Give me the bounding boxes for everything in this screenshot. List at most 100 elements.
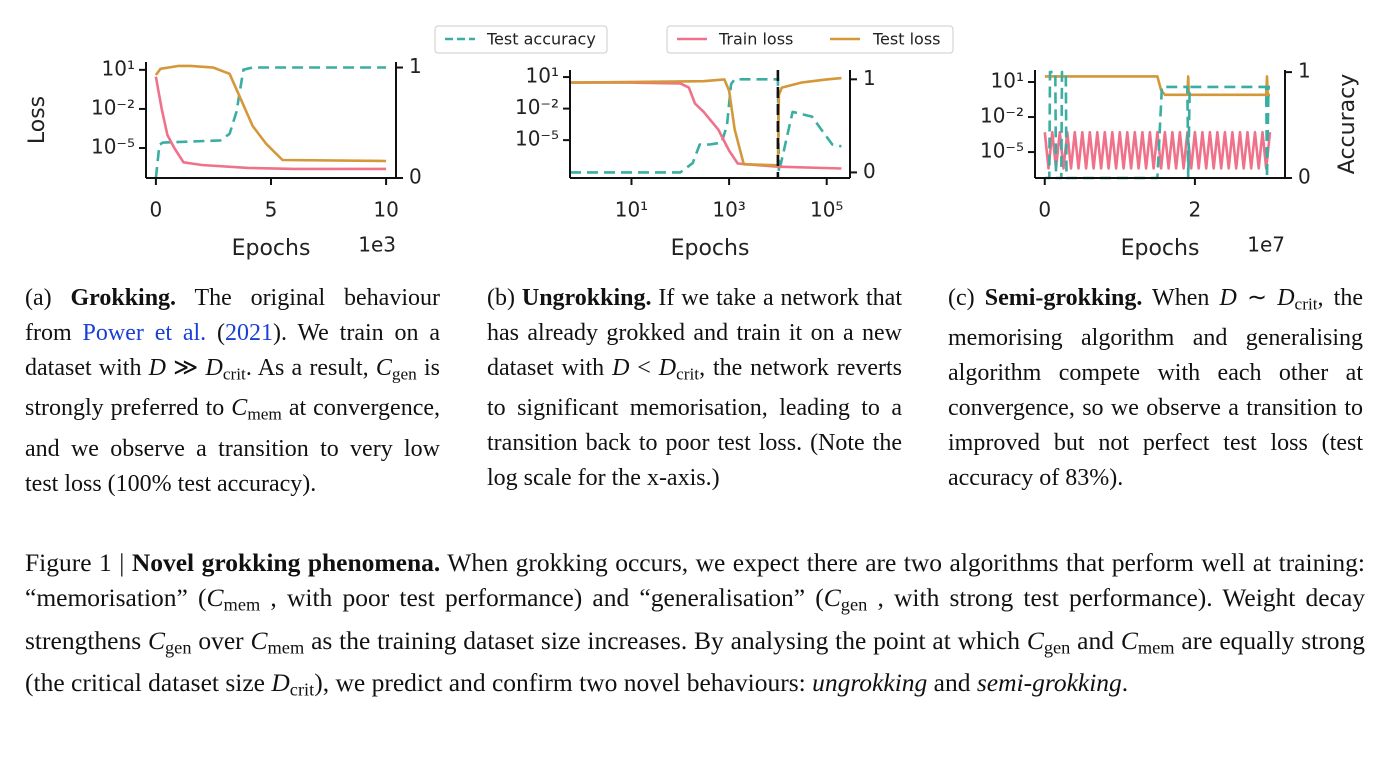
text-run: ungrokking	[812, 668, 928, 698]
text-run: .	[1121, 668, 1129, 698]
x-tick-label: 0	[150, 198, 163, 222]
text-run: When grokking occurs, we expect there ar…	[25, 548, 1365, 612]
text-run: , with poor test performance) and “gener…	[260, 583, 824, 612]
y-tick-label: 10¹	[102, 56, 135, 80]
text-run: Ungrokking.	[521, 285, 652, 311]
text-run: and	[1070, 625, 1121, 655]
text-run: gen	[840, 594, 868, 615]
text-run: ). We train on a dataset with	[25, 320, 441, 381]
y-tick-label: 10⁻⁵	[91, 135, 135, 159]
x-axis-label: Epochs	[1121, 236, 1200, 261]
y-tick-label: 10⁻⁵	[980, 139, 1024, 163]
y-axis-label: Loss	[25, 96, 50, 144]
y2-tick-label: 1	[863, 66, 876, 90]
text-run: If we take a network that has already gr…	[487, 285, 903, 381]
y-tick-label: 10⁻²	[515, 95, 559, 119]
series-line	[154, 64, 387, 163]
text-run: D	[271, 668, 290, 698]
text-run: C	[375, 355, 392, 381]
text-run: semi-grokking	[976, 668, 1122, 698]
y2-tick-label: 0	[863, 159, 876, 183]
legend-label: Test accuracy	[486, 30, 596, 49]
text-run: mem	[1137, 637, 1175, 658]
x-tick-label: 5	[265, 198, 278, 222]
text-run: and	[927, 668, 977, 698]
text-run: When	[1142, 285, 1220, 311]
series-line	[1044, 70, 1270, 180]
legend-label: Train loss	[718, 30, 793, 49]
x-tick-label: 2	[1189, 198, 1202, 222]
text-run: as the training dataset size increases. …	[304, 625, 1027, 655]
text-run: C	[206, 583, 224, 612]
text-run: C	[823, 583, 841, 612]
text-run: mem	[247, 404, 282, 424]
caption-a: (a) Grokking. The original behaviour fro…	[25, 281, 440, 502]
text-run: , the memorising algorithm and generalis…	[948, 285, 1363, 492]
series-line	[1044, 75, 1270, 97]
x-axis-label: Epochs	[232, 236, 311, 261]
series-line	[570, 78, 842, 174]
series-line	[154, 66, 387, 179]
text-run: D	[148, 355, 166, 381]
text-run: gen	[391, 364, 417, 384]
x-tick-label: 10	[373, 198, 398, 222]
text-run: ≫	[166, 355, 206, 381]
y2-tick-label: 0	[409, 165, 422, 189]
legend-label: Test loss	[872, 30, 941, 49]
text-run: C	[250, 625, 268, 655]
caption-b: (b) Ungrokking. If we take a network tha…	[487, 281, 902, 496]
x-tick-label: 0	[1038, 198, 1051, 222]
text-run: . As a result,	[245, 355, 376, 381]
series-line	[569, 76, 842, 167]
text-run: are equally strong (the critical dataset…	[25, 625, 1365, 698]
text-run: , with strong test performance). Weight …	[25, 583, 1366, 655]
text-run: at convergence, and we observe a transit…	[25, 395, 441, 497]
x-offset-label: 1e3	[358, 233, 396, 257]
x-axis-label: Epochs	[671, 236, 750, 261]
text-run: (c)	[948, 285, 985, 311]
text-run: Figure 1 |	[25, 548, 132, 577]
legend: Test accuracy Train loss Test loss	[434, 25, 954, 54]
text-run: (	[206, 320, 226, 346]
text-run: crit	[1294, 294, 1318, 314]
text-run: Semi-grokking.	[984, 285, 1143, 311]
text-run: C	[147, 625, 165, 655]
text-run: Grokking.	[70, 285, 177, 311]
x-offset-label: 1e7	[1247, 233, 1285, 257]
y2-tick-label: 1	[409, 54, 422, 78]
x-tick-label: 10⁵	[810, 198, 843, 222]
text-run[interactable]: 2021	[225, 320, 274, 346]
text-run: crit	[676, 364, 700, 384]
text-run: ∼	[1236, 285, 1278, 311]
text-run: The original behaviour from	[25, 285, 440, 346]
text-run: D	[658, 355, 677, 381]
y2-tick-label: 0	[1298, 165, 1311, 189]
series-line	[570, 81, 842, 170]
x-tick-label: 10¹	[615, 198, 648, 222]
text-run: crit	[289, 679, 315, 700]
y-tick-label: 10¹	[526, 64, 559, 88]
y-tick-label: 10⁻²	[91, 95, 135, 119]
text-run[interactable]: Power et al.	[82, 320, 207, 346]
y2-tick-label: 1	[1298, 59, 1311, 83]
text-run: C	[231, 395, 248, 422]
text-run: D	[1277, 285, 1295, 311]
text-run: crit	[222, 364, 246, 384]
text-run: is strongly preferred to	[25, 355, 440, 422]
y2-axis-label: Accuracy	[1335, 74, 1360, 174]
text-run: mem	[223, 594, 261, 615]
y-tick-label: 10⁻⁵	[515, 127, 559, 151]
figure-caption: Figure 1 | Novel grokking phenomena. Whe…	[25, 545, 1365, 708]
text-run: C	[1026, 625, 1044, 655]
x-tick-label: 10³	[712, 198, 745, 222]
legend-box	[666, 25, 954, 54]
text-run: D	[1219, 285, 1237, 311]
text-run: D	[612, 355, 630, 381]
y-tick-label: 10⁻²	[980, 104, 1024, 128]
text-run: gen	[165, 637, 192, 658]
text-run: , the network reverts to significant mem…	[487, 355, 903, 492]
text-run: (b)	[487, 285, 522, 311]
text-run: over	[191, 625, 251, 655]
charts: Test accuracy Train loss Test loss 0 5 1010¹…	[25, 25, 1360, 261]
